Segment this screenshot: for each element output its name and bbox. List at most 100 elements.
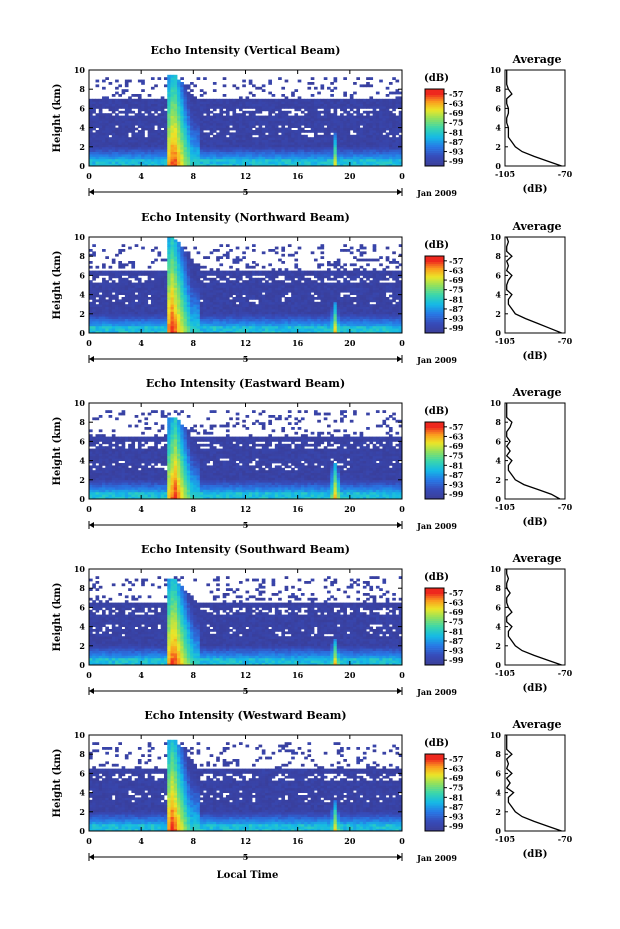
- heatmap-cell: [177, 265, 181, 269]
- heatmap-cell: [252, 101, 256, 104]
- heatmap-cell: [271, 103, 276, 107]
- heatmap-cell: [255, 285, 259, 288]
- heatmap-cell: [219, 309, 224, 312]
- heatmap-cell: [268, 115, 272, 119]
- heatmap-cell: [147, 306, 152, 310]
- heatmap-cell: [219, 142, 224, 145]
- heatmap-cell: [183, 146, 188, 150]
- heatmap-cell: [118, 118, 122, 121]
- heatmap-cell: [278, 311, 282, 315]
- heatmap-cell: [379, 118, 383, 121]
- heatmap-cell: [310, 101, 315, 104]
- heatmap-cell: [242, 289, 246, 293]
- heatmap-cell: [111, 309, 116, 312]
- heatmap-cell: [102, 132, 106, 136]
- heatmap-cell: [186, 294, 191, 298]
- heatmap-cell: [170, 82, 175, 85]
- heatmap-cell: [124, 110, 129, 114]
- heatmap-cell: [317, 144, 321, 148]
- heatmap-cell: [199, 122, 204, 126]
- heatmap-cell: [170, 120, 175, 124]
- heatmap-cell: [346, 120, 351, 124]
- heatmap-cell: [258, 103, 263, 107]
- heatmap-cell: [268, 313, 272, 317]
- heatmap-cell: [183, 96, 188, 100]
- heatmap-cell: [232, 146, 237, 150]
- heatmap-cell: [118, 134, 122, 138]
- heatmap-cell: [323, 270, 328, 274]
- heatmap-cell: [115, 98, 119, 102]
- heatmap-cell: [388, 127, 393, 131]
- heatmap-cell: [307, 86, 312, 90]
- heatmap-cell: [333, 289, 338, 293]
- heatmap-cell: [245, 137, 250, 140]
- heatmap-cell: [180, 265, 184, 269]
- heatmap-cell: [89, 98, 93, 102]
- heatmap-cell: [255, 161, 259, 164]
- heatmap-cell: [190, 101, 194, 104]
- heatmap-cell: [108, 103, 113, 107]
- heatmap-cell: [216, 122, 220, 126]
- heatmap-cell: [284, 292, 289, 295]
- heatmap-cell: [278, 103, 282, 107]
- heatmap-cell: [134, 118, 139, 121]
- colorbar-segment: [425, 110, 444, 113]
- heatmap-cell: [141, 103, 145, 107]
- heatmap-cell: [225, 313, 230, 317]
- heatmap-cell: [111, 304, 116, 307]
- heatmap-cell: [111, 270, 116, 274]
- heatmap-cell: [128, 122, 132, 126]
- heatmap-cell: [177, 101, 181, 104]
- heatmap-cell: [111, 106, 116, 109]
- heatmap-cell: [102, 163, 106, 167]
- heatmap-cell: [304, 311, 308, 315]
- heatmap-cell: [124, 318, 129, 322]
- heatmap-cell: [154, 299, 158, 303]
- heatmap-cell: [274, 125, 279, 128]
- heatmap-cell: [128, 103, 132, 107]
- heatmap-cell: [320, 122, 325, 126]
- heatmap-cell: [173, 282, 178, 286]
- heatmap-cell: [304, 158, 308, 162]
- heatmap-cell: [291, 142, 295, 145]
- heatmap-cell: [173, 256, 178, 259]
- heatmap-cell: [105, 151, 109, 155]
- heatmap-cell: [340, 289, 344, 293]
- heatmap-cell: [105, 98, 109, 102]
- heatmap-cell: [278, 115, 282, 119]
- heatmap-cell: [258, 316, 263, 319]
- heatmap-cell: [235, 261, 240, 264]
- heatmap-cell: [398, 149, 403, 152]
- colorbar-segment: [425, 127, 444, 130]
- heatmap-cell: [118, 146, 122, 150]
- heatmap-cell: [307, 156, 312, 160]
- heatmap-cell: [274, 285, 279, 288]
- heatmap-cell: [340, 132, 344, 136]
- heatmap-cell: [313, 142, 318, 145]
- heatmap-cell: [196, 115, 201, 119]
- heatmap-cell: [274, 144, 279, 148]
- heatmap-cell: [271, 270, 276, 274]
- heatmap-cell: [333, 158, 338, 162]
- heatmap-cell: [330, 94, 334, 97]
- heatmap-cell: [232, 127, 237, 131]
- heatmap-cell: [375, 163, 380, 167]
- heatmap-cell: [196, 132, 201, 136]
- heatmap-cell: [157, 292, 162, 295]
- heatmap-cell: [196, 125, 201, 128]
- heatmap-cell: [248, 115, 253, 119]
- heatmap-cell: [199, 137, 204, 140]
- heatmap-cell: [128, 304, 132, 307]
- heatmap-cell: [206, 328, 211, 331]
- heatmap-cell: [300, 134, 305, 138]
- heatmap-cell: [170, 294, 175, 298]
- heatmap-cell: [265, 273, 269, 276]
- heatmap-cell: [137, 101, 142, 104]
- heatmap-cell: [242, 304, 246, 307]
- heatmap-cell: [170, 301, 175, 305]
- heatmap-cell: [284, 282, 289, 286]
- heatmap-cell: [255, 273, 259, 276]
- heatmap-cell: [186, 263, 191, 267]
- heatmap-cell: [124, 113, 129, 116]
- heatmap-cell: [320, 244, 325, 247]
